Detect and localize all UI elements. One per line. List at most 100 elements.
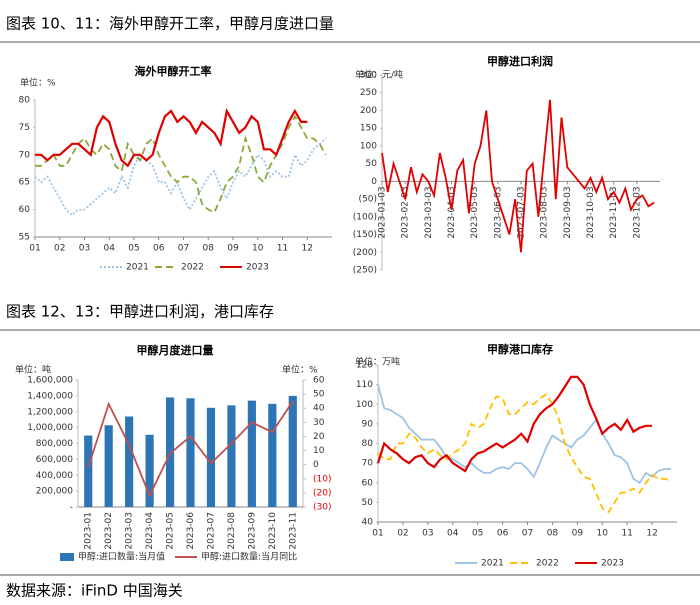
bar bbox=[145, 434, 154, 507]
y2-tick-label: 0 bbox=[313, 460, 319, 470]
bar bbox=[104, 425, 113, 507]
y-tick-label: 100 bbox=[360, 141, 377, 151]
y-tick-label: 120 bbox=[356, 361, 373, 371]
legend-label: 2021 bbox=[481, 559, 504, 569]
legend-label: 2023 bbox=[246, 263, 269, 273]
x-tick-label: 03 bbox=[79, 244, 90, 254]
x-tick-label: 12 bbox=[646, 529, 657, 539]
y-tick-label: 60 bbox=[19, 205, 31, 215]
caption: 图表 10、11：海外甲醇开工率，甲醇月度进口量 bbox=[6, 15, 334, 33]
x-tick-label: 06 bbox=[153, 244, 165, 254]
y-tick-label: 110 bbox=[356, 380, 373, 390]
legend-label: 甲醇:进口数量:当月值 bbox=[78, 551, 165, 563]
y-tick-label: 90 bbox=[362, 419, 374, 429]
x-tick-label: 11 bbox=[277, 244, 288, 254]
y-tick-label: 200 bbox=[360, 106, 377, 116]
x-tick-label: 10 bbox=[597, 529, 609, 539]
bar bbox=[84, 435, 93, 507]
y-tick-label: 70 bbox=[362, 459, 374, 469]
x-tick-label: 2023-01 bbox=[84, 512, 94, 550]
x-tick-label: 2023-09-03 bbox=[563, 186, 573, 238]
x-tick-label: 06 bbox=[497, 529, 509, 539]
x-tick-label: 2023-02 bbox=[104, 512, 114, 550]
x-tick-label: 2023-01-03 bbox=[378, 186, 388, 238]
y-tick-label: 250 bbox=[360, 88, 377, 98]
y-axis-label: 单位：元/吨 bbox=[355, 69, 403, 81]
series-line bbox=[35, 107, 308, 168]
y-tick-label: 80 bbox=[19, 96, 31, 106]
x-tick-label: 2023-08-03 bbox=[540, 186, 550, 238]
y-tick-label: 50 bbox=[366, 159, 378, 169]
x-tick-label: 12 bbox=[302, 244, 313, 254]
y-tick-label: 65 bbox=[19, 178, 30, 188]
legend-label: 2023 bbox=[601, 559, 624, 569]
x-tick-label: 2023-11-03 bbox=[609, 186, 619, 238]
bar bbox=[247, 400, 256, 507]
bar bbox=[268, 403, 277, 507]
x-tick-label: 04 bbox=[104, 244, 116, 254]
series-line bbox=[87, 400, 294, 498]
y-tick-label: 200,000 bbox=[36, 487, 73, 497]
y-axis-label: 单位：吨 bbox=[15, 364, 51, 376]
x-tick-label: 2023-05-03 bbox=[470, 186, 480, 238]
series-line bbox=[35, 114, 327, 214]
x-tick-label: 05 bbox=[128, 244, 139, 254]
x-tick-label: 2023-12-03 bbox=[632, 186, 642, 238]
x-tick-label: 07 bbox=[522, 529, 533, 539]
x-tick-label: 08 bbox=[547, 529, 559, 539]
y-tick-label: 50 bbox=[362, 498, 374, 508]
y-tick-label: (150) bbox=[353, 230, 377, 240]
y-tick-label: 150 bbox=[360, 124, 377, 134]
x-tick-label: 04 bbox=[447, 529, 459, 539]
bar bbox=[227, 405, 236, 507]
bar bbox=[125, 416, 134, 507]
x-tick-label: 2023-10-03 bbox=[586, 186, 596, 238]
y2-tick-label: 30 bbox=[313, 418, 325, 428]
caption: 图表 12、13：甲醇进口利润，港口库存 bbox=[6, 303, 274, 321]
chart-title: 甲醇月度进口量 bbox=[137, 343, 214, 357]
y-tick-label: - bbox=[70, 503, 73, 513]
series-line bbox=[381, 99, 655, 253]
y-tick-label: 1,200,000 bbox=[27, 407, 73, 417]
x-tick-label: 09 bbox=[572, 529, 584, 539]
y2-tick-label: (20) bbox=[313, 488, 331, 498]
y-tick-label: (100) bbox=[353, 212, 377, 222]
legend-label: 2022 bbox=[536, 559, 559, 569]
x-tick-label: 2023-04-03 bbox=[447, 186, 457, 238]
y-tick-label: 300 bbox=[360, 71, 377, 81]
y2-tick-label: 60 bbox=[313, 376, 325, 386]
x-tick-label: 03 bbox=[422, 529, 433, 539]
x-tick-label: 07 bbox=[178, 244, 189, 254]
y-tick-label: 75 bbox=[19, 123, 30, 133]
x-tick-label: 2023-06 bbox=[186, 512, 196, 550]
y2-axis-label: 单位：% bbox=[282, 364, 318, 376]
legend-swatch bbox=[60, 553, 74, 561]
y-tick-label: 80 bbox=[362, 439, 374, 449]
series-line bbox=[377, 393, 672, 514]
y-tick-label: 0 bbox=[371, 177, 377, 187]
y-tick-label: (200) bbox=[353, 248, 377, 258]
x-tick-label: 2023-05 bbox=[166, 512, 176, 550]
x-tick-label: 2023-10 bbox=[268, 512, 278, 550]
y-tick-label: (250) bbox=[353, 266, 377, 276]
y-tick-label: 60 bbox=[362, 478, 374, 488]
source: 数据来源：iFinD 中国海关 bbox=[6, 582, 183, 600]
y2-tick-label: 20 bbox=[313, 432, 325, 442]
x-tick-label: 2023-04 bbox=[145, 512, 155, 550]
legend-label: 甲醇:进口数量:当月同比 bbox=[201, 551, 297, 563]
bar bbox=[206, 407, 216, 507]
y-tick-label: 1,400,000 bbox=[27, 391, 73, 401]
x-tick-label: 2023-02-03 bbox=[401, 186, 411, 238]
bar bbox=[186, 398, 195, 507]
y2-tick-label: (30) bbox=[313, 503, 331, 513]
x-tick-label: 2023-09 bbox=[247, 512, 257, 550]
legend-label: 2022 bbox=[181, 263, 204, 273]
series-line bbox=[34, 137, 327, 217]
chart-title: 甲醇进口利润 bbox=[487, 54, 553, 68]
y-axis-label: 单位：万吨 bbox=[355, 356, 400, 368]
y2-tick-label: 50 bbox=[313, 390, 325, 400]
y-tick-label: 55 bbox=[19, 233, 30, 243]
x-tick-label: 02 bbox=[54, 244, 65, 254]
x-tick-label: 2023-03-03 bbox=[424, 186, 434, 238]
y-tick-label: 800,000 bbox=[36, 439, 73, 449]
